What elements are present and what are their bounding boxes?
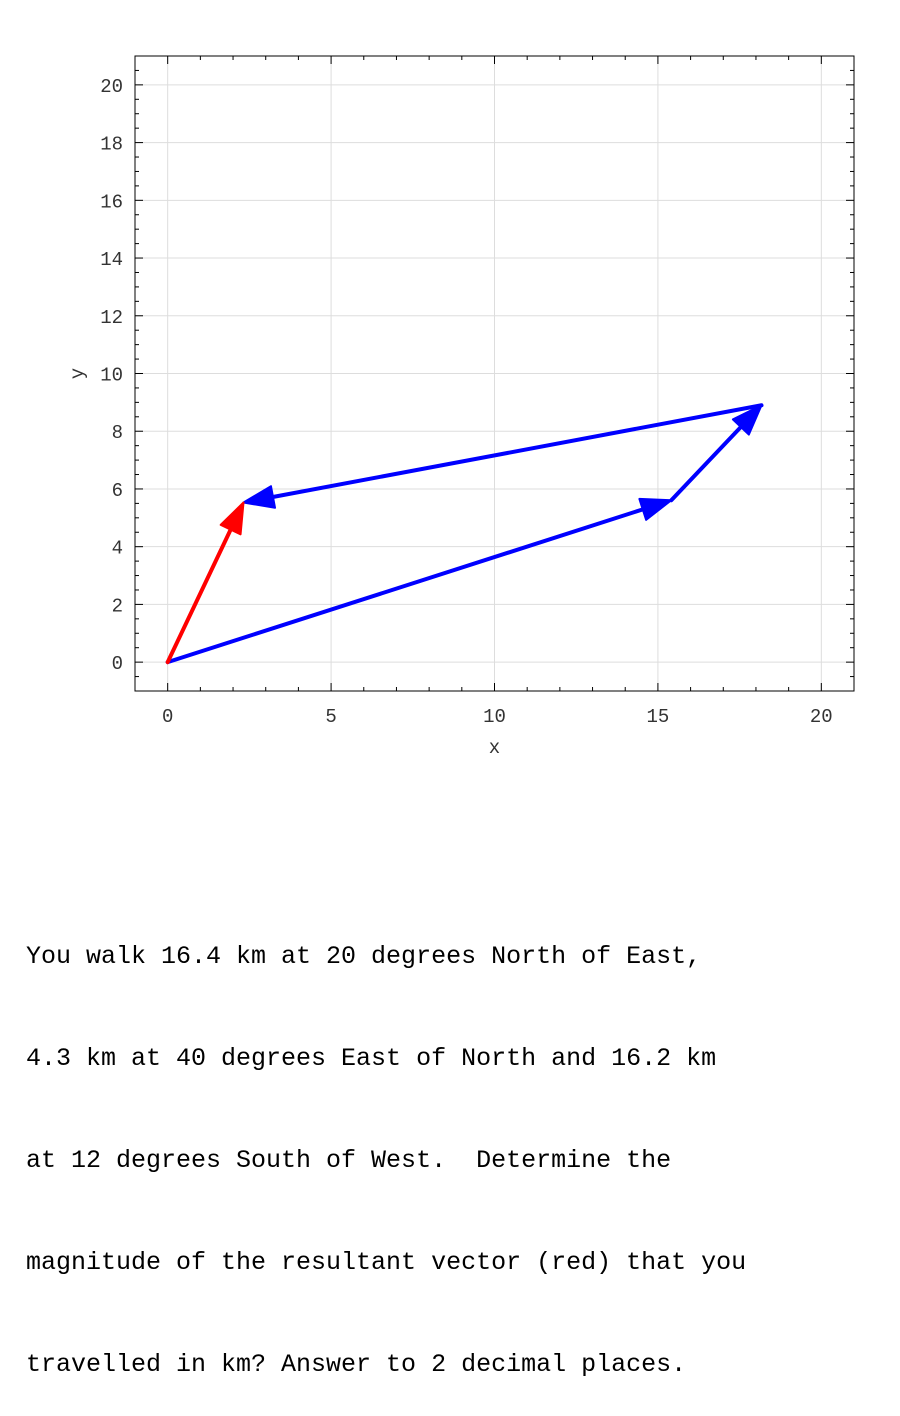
vectors	[165, 403, 764, 665]
grid	[135, 56, 854, 691]
vector-head	[731, 404, 763, 436]
vector-shaft	[262, 403, 764, 501]
question-text: You walk 16.4 km at 20 degrees North of …	[26, 872, 886, 1416]
vector-head	[242, 485, 277, 509]
x-tick-label: 0	[162, 706, 173, 728]
question-line: at 12 degrees South of West. Determine t…	[26, 1146, 672, 1175]
x-tick-label: 5	[325, 706, 336, 728]
question-line: magnitude of the resultant vector (red) …	[26, 1248, 747, 1277]
y-tick-label: 0	[112, 653, 123, 675]
y-axis-ticks: 0 2 4 6 8 10 12 14 16 18 20	[100, 76, 123, 675]
x-tick-label: 15	[647, 706, 670, 728]
plot-frame	[134, 55, 855, 692]
vector-head	[638, 497, 673, 521]
vector-shaft	[669, 418, 750, 503]
vector-arrow	[669, 404, 763, 503]
vector-chart: 0 5 10 15 20 0 2 4 6 8 10 12 14 16 18 20 x y	[67, 55, 855, 759]
vector-arrow	[165, 501, 245, 665]
x-tick-label: 10	[483, 706, 506, 728]
y-tick-label: 12	[100, 307, 123, 329]
y-tick-label: 6	[112, 480, 123, 502]
x-axis-ticks: 0 5 10 15 20	[162, 706, 833, 728]
y-tick-label: 10	[100, 365, 123, 387]
vector-head	[219, 501, 245, 536]
minor-ticks	[134, 55, 855, 692]
y-axis-label: y	[67, 368, 89, 379]
vector-shaft	[165, 519, 237, 665]
question-line: 4.3 km at 40 degrees East of North and 1…	[26, 1044, 717, 1073]
vector-arrow	[165, 497, 673, 665]
x-axis-label: x	[489, 737, 500, 759]
question-line: You walk 16.4 km at 20 degrees North of …	[26, 942, 702, 971]
x-tick-label: 20	[810, 706, 833, 728]
y-tick-label: 2	[112, 595, 123, 617]
y-tick-label: 16	[100, 191, 123, 213]
vector-shaft	[165, 504, 654, 665]
y-tick-label: 8	[112, 422, 123, 444]
question-line: travelled in km? Answer to 2 decimal pla…	[26, 1350, 687, 1379]
y-tick-label: 18	[100, 134, 123, 156]
vector-arrow	[242, 403, 764, 509]
y-tick-label: 14	[100, 249, 123, 271]
y-tick-label: 20	[100, 76, 123, 98]
y-tick-label: 4	[112, 538, 123, 560]
